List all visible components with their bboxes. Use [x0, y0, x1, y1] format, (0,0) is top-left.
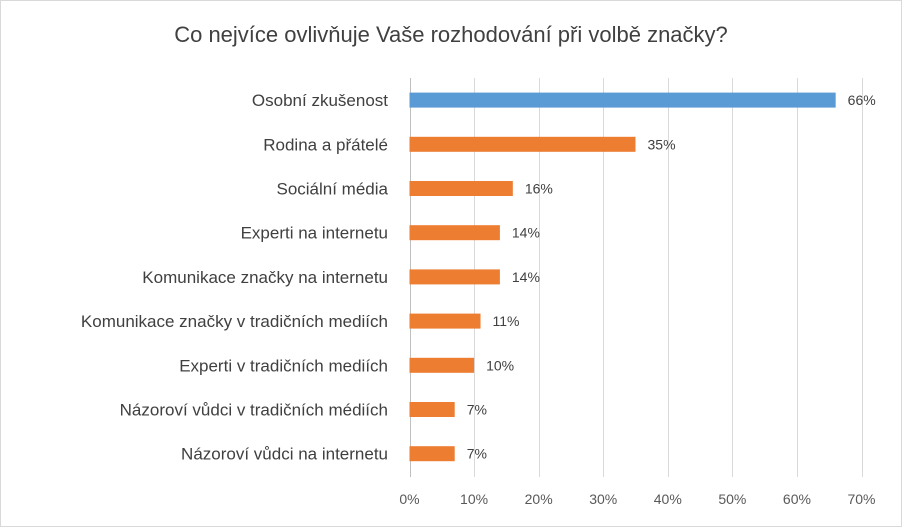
- x-tick-label: 40%: [654, 491, 682, 507]
- category-label: Názoroví vůdci v tradičních médiích: [120, 401, 388, 420]
- category-label: Sociální média: [276, 180, 388, 199]
- x-tick-label: 10%: [460, 491, 488, 507]
- data-label: 7%: [467, 446, 487, 462]
- bar: [409, 269, 500, 285]
- data-label: 14%: [512, 269, 540, 285]
- x-tick-label: 70%: [847, 491, 875, 507]
- x-tick-label: 60%: [783, 491, 811, 507]
- category-label: Názoroví vůdci na internetu: [181, 445, 388, 464]
- bar: [409, 357, 475, 373]
- x-tick-label: 30%: [589, 491, 617, 507]
- bar: [409, 181, 513, 196]
- category-label: Komunikace značky v tradičních mediích: [81, 312, 388, 331]
- x-tick-label: 20%: [525, 491, 553, 507]
- bar: [409, 446, 455, 462]
- x-tick-label: 50%: [718, 491, 746, 507]
- category-label: Experti na internetu: [241, 224, 388, 243]
- data-label: 35%: [648, 136, 676, 152]
- bars: [409, 92, 836, 462]
- category-label: Osobní zkušenost: [252, 91, 388, 110]
- data-label: 11%: [493, 313, 520, 329]
- bar: [409, 92, 836, 108]
- bar: [409, 225, 500, 241]
- bar: [409, 136, 636, 152]
- category-label: Komunikace značky na internetu: [142, 268, 388, 287]
- category-label: Experti v tradičních mediích: [179, 356, 388, 375]
- data-label: 16%: [525, 181, 553, 197]
- chart-title: Co nejvíce ovlivňuje Vaše rozhodování př…: [174, 22, 728, 47]
- bar: [409, 402, 455, 417]
- labels: 0% 10% 20% 30% 40% 50% 60% 70% Osobní zkušenost 6…: [81, 91, 876, 507]
- x-tick-label: 0%: [399, 491, 419, 507]
- data-label: 10%: [486, 357, 514, 373]
- bar: [409, 313, 481, 329]
- data-label: 14%: [512, 225, 540, 241]
- data-label: 7%: [467, 402, 487, 418]
- category-label: Rodina a přátelé: [263, 135, 388, 154]
- data-label: 66%: [848, 92, 876, 108]
